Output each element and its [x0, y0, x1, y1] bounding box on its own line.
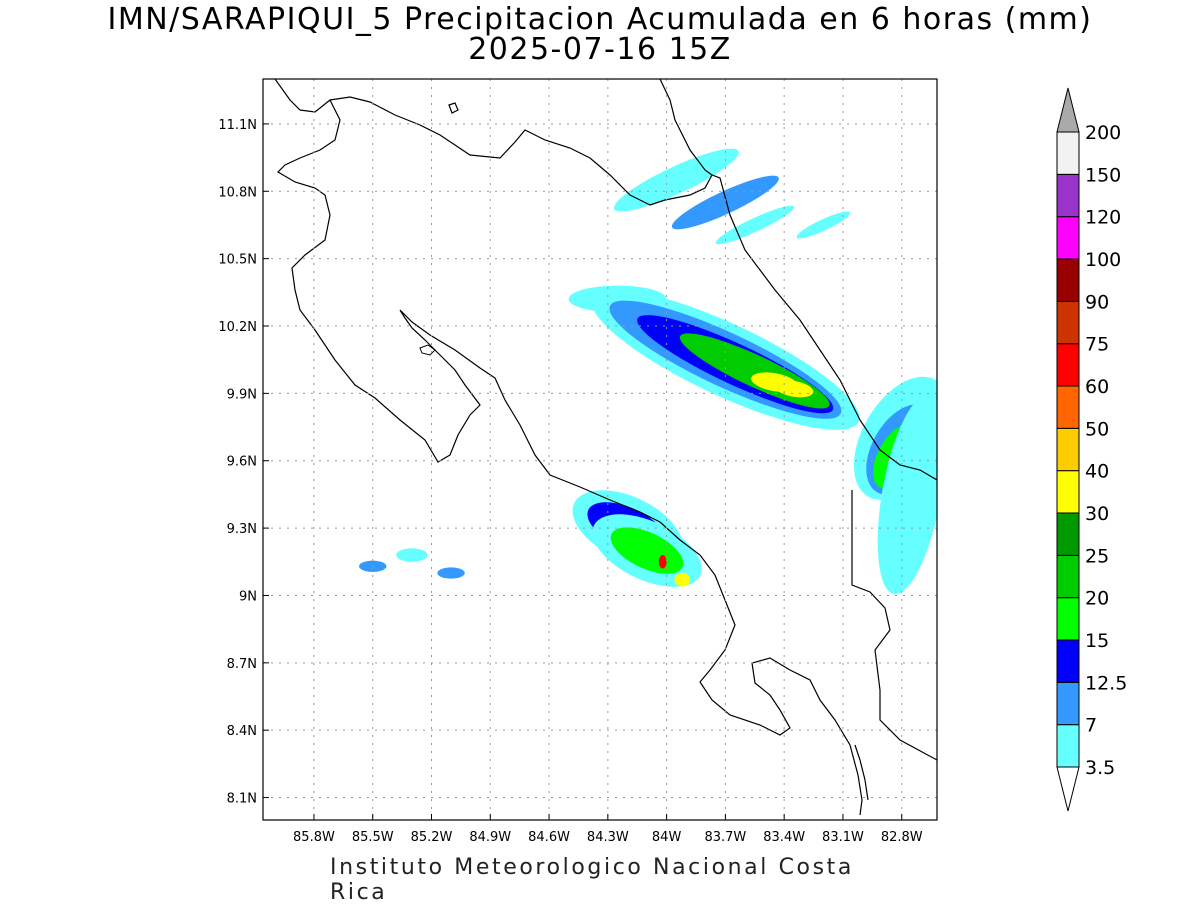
colorbar-level-label: 120: [1085, 207, 1121, 229]
colorbar-level-label: 12.5: [1085, 672, 1127, 694]
colorbar-swatch: [1056, 470, 1080, 514]
colorbar-max-arrow: [1056, 87, 1080, 133]
lon-tick-label: 85.5W: [352, 830, 394, 845]
colorbar-level-label: 20: [1085, 588, 1109, 610]
precip-cell: [796, 211, 851, 239]
colorbar-level-label: 150: [1085, 164, 1121, 186]
colorbar-level-label: 60: [1085, 376, 1109, 398]
colorbar-swatch: [1056, 300, 1080, 345]
colorbar-swatch: [1056, 216, 1080, 260]
lon-tick-label: 85.2W: [411, 830, 453, 845]
colorbar-swatch: [1056, 258, 1080, 302]
latitude-axis: 11.1N 10.8N 10.5N 10.2N 9.9N 9.6N 9.3N 9N 8.7N 8.…: [218, 118, 269, 807]
plot-frame: [262, 78, 938, 821]
colorbar-level-label: 100: [1085, 249, 1121, 271]
precipitation-field: [359, 148, 937, 595]
coastline-and-borders: [274, 79, 937, 816]
lat-tick-label: 10.5N: [218, 253, 257, 268]
precip-cell: [396, 548, 428, 562]
colorbar-swatch: [1056, 597, 1080, 641]
precip-cell: [437, 567, 465, 579]
colorbar-swatch: [1056, 554, 1080, 599]
lon-tick-label: 83.1W: [822, 830, 864, 845]
lat-tick-label: 9.3N: [227, 522, 257, 537]
map-subtitle-datetime: 2025-07-16 15Z: [468, 32, 732, 67]
lat-tick-label: 8.4N: [227, 724, 257, 739]
lat-tick-label: 9.9N: [227, 387, 257, 402]
lat-tick-label: 9.6N: [227, 455, 257, 470]
colorbar-swatch: [1056, 131, 1080, 175]
precip-cell: [658, 555, 667, 569]
colorbar-level-label: 7: [1085, 715, 1097, 737]
colorbar-level-label: 75: [1085, 334, 1109, 356]
colorbar-level-label: 200: [1085, 122, 1121, 144]
lat-tick-label: 10.8N: [218, 185, 257, 200]
map-title: IMN/SARAPIQUI_5 Precipitacion Acumulada …: [107, 2, 1093, 37]
colorbar-swatch: [1056, 385, 1080, 429]
colorbar-level-label: 25: [1085, 545, 1109, 567]
colorbar-swatch: [1056, 724, 1080, 768]
lon-tick-label: 84.6W: [528, 830, 570, 845]
colorbar-swatch: [1056, 512, 1080, 556]
precip-cell: [715, 205, 794, 245]
longitude-axis: 85.8W 85.5W 85.2W 84.9W 84.6W 84.3W 84W 83.7W 83…: [293, 814, 923, 845]
lat-tick-label: 10.2N: [218, 320, 257, 335]
lon-tick-label: 83.7W: [704, 830, 746, 845]
colorbar-level-label: 3.5: [1085, 757, 1115, 779]
colorbar-level-label: 90: [1085, 291, 1109, 313]
lon-tick-label: 82.8W: [881, 830, 923, 845]
colorbar-level-label: 15: [1085, 630, 1109, 652]
colorbar-swatch: [1056, 343, 1080, 387]
institution-footer: Instituto Meteorologico Nacional Costa R…: [330, 855, 854, 905]
lat-tick-label: 8.7N: [227, 657, 257, 672]
precip-cell: [614, 148, 739, 212]
colorbar-level-label: 30: [1085, 503, 1109, 525]
lat-tick-label: 9N: [239, 589, 257, 604]
lon-tick-label: 83.4W: [763, 830, 805, 845]
colorbar-min-arrow: [1056, 766, 1080, 812]
colorbar-level-label: 50: [1085, 418, 1109, 440]
colorbar-swatch: [1056, 173, 1080, 218]
precip-cell: [359, 560, 387, 572]
lat-tick-label: 8.1N: [227, 792, 257, 807]
precip-cell: [671, 175, 779, 230]
colorbar-swatch: [1056, 427, 1080, 472]
lat-tick-label: 11.1N: [218, 118, 257, 133]
colorbar-level-label: 40: [1085, 461, 1109, 483]
precip-cell: [877, 394, 937, 595]
precipitation-colorbar: 3.5 7 12.5 15 20 25 30 40 50 60 75 90 100 120 150 200: [1056, 87, 1127, 812]
lon-tick-label: 84.9W: [469, 830, 511, 845]
lat-lon-grid: [263, 79, 937, 820]
lon-tick-label: 84W: [652, 830, 682, 845]
lon-tick-label: 85.8W: [293, 830, 335, 845]
lon-tick-label: 84.3W: [587, 830, 629, 845]
precip-cell: [674, 573, 691, 587]
colorbar-swatch: [1056, 639, 1080, 683]
colorbar-swatch: [1056, 681, 1080, 726]
